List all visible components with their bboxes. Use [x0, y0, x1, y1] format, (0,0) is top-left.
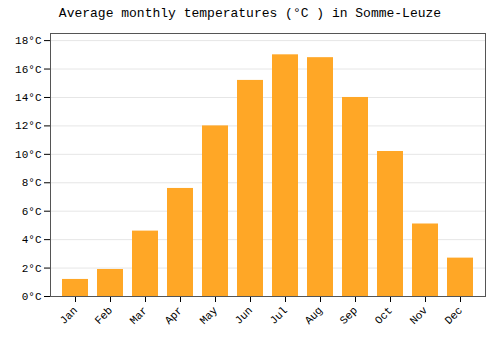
svg-text:16°C: 16°C [15, 64, 42, 76]
svg-text:12°C: 12°C [15, 120, 42, 132]
svg-text:8°C: 8°C [22, 177, 42, 189]
svg-text:Jul: Jul [268, 304, 290, 326]
svg-text:18°C: 18°C [15, 35, 42, 47]
svg-text:Sep: Sep [338, 304, 360, 326]
svg-text:Oct: Oct [373, 304, 395, 326]
svg-text:6°C: 6°C [22, 206, 42, 218]
svg-text:Apr: Apr [163, 304, 185, 326]
svg-text:Aug: Aug [303, 304, 325, 326]
svg-text:0°C: 0°C [22, 291, 42, 303]
svg-text:14°C: 14°C [15, 92, 42, 104]
html-text:Average monthly temperatures (: Average monthly temperatures (°C ) in So… [58, 6, 442, 21]
svg-text:Nov: Nov [408, 304, 431, 327]
svg-text:May: May [198, 304, 221, 327]
svg-text:2°C: 2°C [22, 263, 42, 275]
svg-text:10°C: 10°C [15, 149, 42, 161]
svg-text:4°C: 4°C [22, 234, 42, 246]
svg-text:Jun: Jun [233, 304, 255, 326]
svg-text:Mar: Mar [128, 304, 150, 326]
svg-text:Feb: Feb [93, 304, 115, 326]
svg-text:Dec: Dec [443, 304, 465, 326]
svg-text:Jan: Jan [58, 304, 80, 326]
